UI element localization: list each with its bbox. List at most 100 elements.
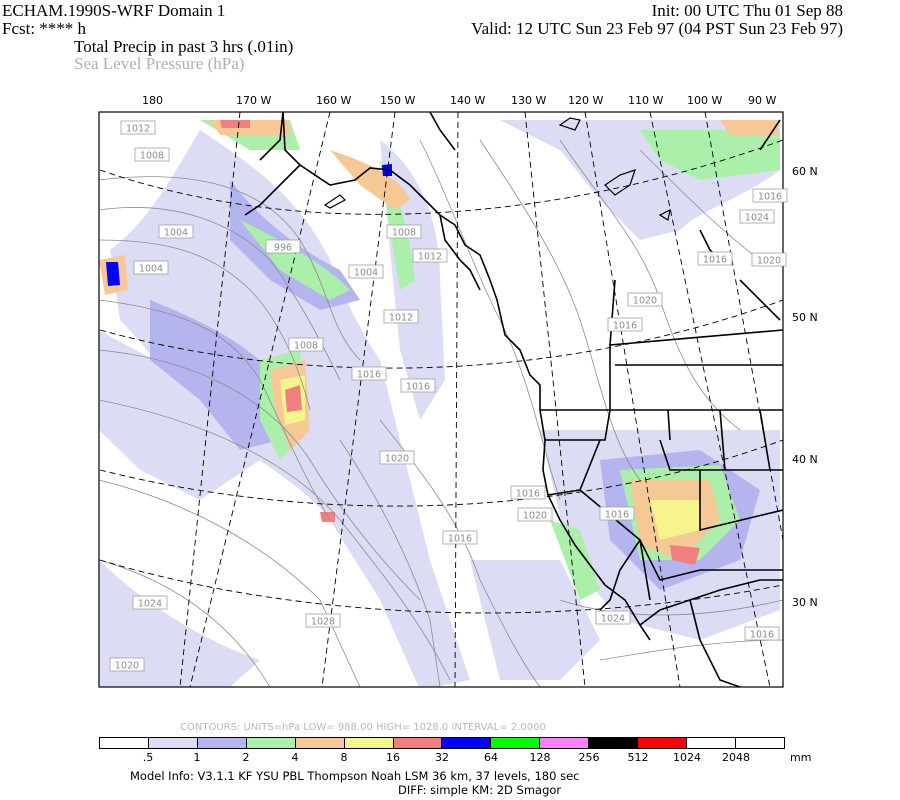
map-border: [98, 111, 784, 688]
isobar-label: 1004: [133, 260, 169, 275]
colorbar-swatch: [246, 738, 296, 748]
isobar-label-text: 1016: [758, 192, 782, 203]
field-precip-title: Total Precip in past 3 hrs (.01in): [74, 37, 294, 56]
longitude-label: 110 W: [628, 94, 664, 107]
colorbar-tick-label: 32: [435, 751, 449, 764]
colorbar-unit: mm: [790, 751, 812, 764]
isobar-label: 996: [265, 239, 301, 254]
isobar-label-text: 1016: [703, 255, 727, 266]
isobar-label-text: 1016: [448, 534, 472, 545]
colorbar-tick-label: 64: [484, 751, 498, 764]
longitude-label: 150 W: [380, 94, 416, 107]
isobar-label: 1024: [739, 209, 775, 224]
latitude-label: 30 N: [792, 596, 818, 609]
latitude-label: 60 N: [792, 165, 818, 178]
longitude-label: 140 W: [450, 94, 486, 107]
longitude-label: 180: [142, 94, 163, 107]
colorbar-swatch: [197, 738, 247, 748]
isobar-label-text: 1016: [613, 321, 637, 332]
isobar-label-text: 1020: [757, 256, 781, 267]
isobar-label-text: 1020: [633, 296, 657, 307]
colorbar-swatch: [589, 738, 639, 748]
colorbar-tick-label: 1: [193, 751, 201, 764]
latitude-label: 40 N: [792, 453, 818, 466]
colorbar-swatch: [100, 738, 149, 748]
isobar-label-text: 1024: [601, 614, 625, 625]
longitude-label: 100 W: [687, 94, 723, 107]
colorbar-swatch: [344, 738, 394, 748]
isobar-label: 1020: [109, 657, 145, 672]
graticule: [99, 112, 783, 687]
isobar-label: 1008: [386, 224, 422, 239]
isobar-label: 1008: [134, 147, 170, 162]
longitude-label: 130 W: [511, 94, 547, 107]
colorbar-swatch: [540, 738, 590, 748]
longitude-label: 170 W: [236, 94, 272, 107]
isobar-label: 1020: [379, 450, 415, 465]
isobar-label-text: 1016: [516, 489, 540, 500]
isobar-label-text: 1012: [418, 252, 442, 263]
colorbar-tick-label: 16: [386, 751, 400, 764]
isobar-label: 1004: [348, 264, 384, 279]
colorbar-swatch: [687, 738, 736, 748]
valid-time: Valid: 12 UTC Sun 23 Feb 97 (04 PST Sun …: [471, 19, 843, 38]
colorbar-swatch: [638, 738, 688, 748]
isobar-label-text: 1024: [138, 599, 162, 610]
isobar-label-text: 1024: [745, 213, 769, 224]
colorbar-swatch: [393, 738, 443, 748]
isobar-label-text: 996: [274, 243, 292, 254]
isobar-label: 1016: [744, 626, 780, 641]
isobar-label: 1016: [697, 251, 733, 266]
isobar-label-text: 1020: [115, 661, 139, 672]
contour-info: CONTOURS: UNITS=hPa LOW= 988.00 HIGH= 10…: [180, 722, 546, 733]
longitude-label: 160 W: [316, 94, 352, 107]
diff-info: DIFF: simple KM: 2D Smagor: [398, 783, 562, 797]
latitude-label: 50 N: [792, 311, 818, 324]
isobar-label: 1004: [158, 224, 194, 239]
isobar-label: 1012: [412, 248, 448, 263]
isobar-label: 1020: [751, 252, 787, 267]
isobar-labels: 1012 1008 1004 1004 996 1004 1008 1012 1012 1008 1…: [109, 120, 788, 672]
isobar-label: 1016: [599, 506, 635, 521]
isobar-label: 1016: [400, 378, 436, 393]
model-title: ECHAM.1990S-WRF Domain 1: [2, 1, 226, 20]
isobar-label: 1016: [752, 188, 788, 203]
colorbar-tick-label: 128: [529, 751, 551, 764]
isobar-label: 1024: [595, 610, 631, 625]
isobar-label: 1016: [510, 485, 546, 500]
colorbar-tick-label: 512: [627, 751, 649, 764]
colorbar-swatch: [442, 738, 492, 748]
isobar-label-text: 1004: [354, 268, 378, 279]
colorbar-tick-label: 2048: [722, 751, 750, 764]
islands: [323, 117, 671, 221]
isobar-label: 1012: [383, 309, 419, 324]
isobar-label: 1016: [442, 530, 478, 545]
isobar-label-text: 1008: [392, 228, 416, 239]
isobar-label: 1012: [120, 120, 156, 135]
isobars: [99, 139, 783, 687]
colorbar-swatch: [735, 738, 784, 748]
longitude-label: 90 W: [748, 94, 777, 107]
isobar-label-text: 1020: [385, 454, 409, 465]
coastlines: [244, 112, 783, 687]
precip-field: [99, 120, 780, 687]
isobar-label-text: 1012: [389, 313, 413, 324]
colorbar-tick-label: 8: [340, 751, 348, 764]
model-info: Model Info: V3.1.1 KF YSU PBL Thompson N…: [130, 769, 580, 783]
colorbar-swatch: [295, 738, 345, 748]
isobar-label: 1028: [305, 613, 341, 628]
isobar-label-text: 1008: [294, 341, 318, 352]
colorbar-tick-label: 4: [291, 751, 299, 764]
isobar-label: 1020: [517, 507, 553, 522]
isobar-label-text: 1016: [750, 630, 774, 641]
colorbar-swatch: [148, 738, 198, 748]
colorbar-tick-label: 1024: [673, 751, 701, 764]
isobar-label-text: 1016: [406, 382, 430, 393]
colorbar-tick-label: .5: [142, 751, 154, 764]
isobar-label-text: 1012: [126, 124, 150, 135]
forecast-hour: Fcst: **** h: [2, 19, 87, 38]
isobar-label-text: 1016: [605, 510, 629, 521]
isobar-label: 1016: [607, 317, 643, 332]
isobar-label-text: 1004: [164, 228, 188, 239]
